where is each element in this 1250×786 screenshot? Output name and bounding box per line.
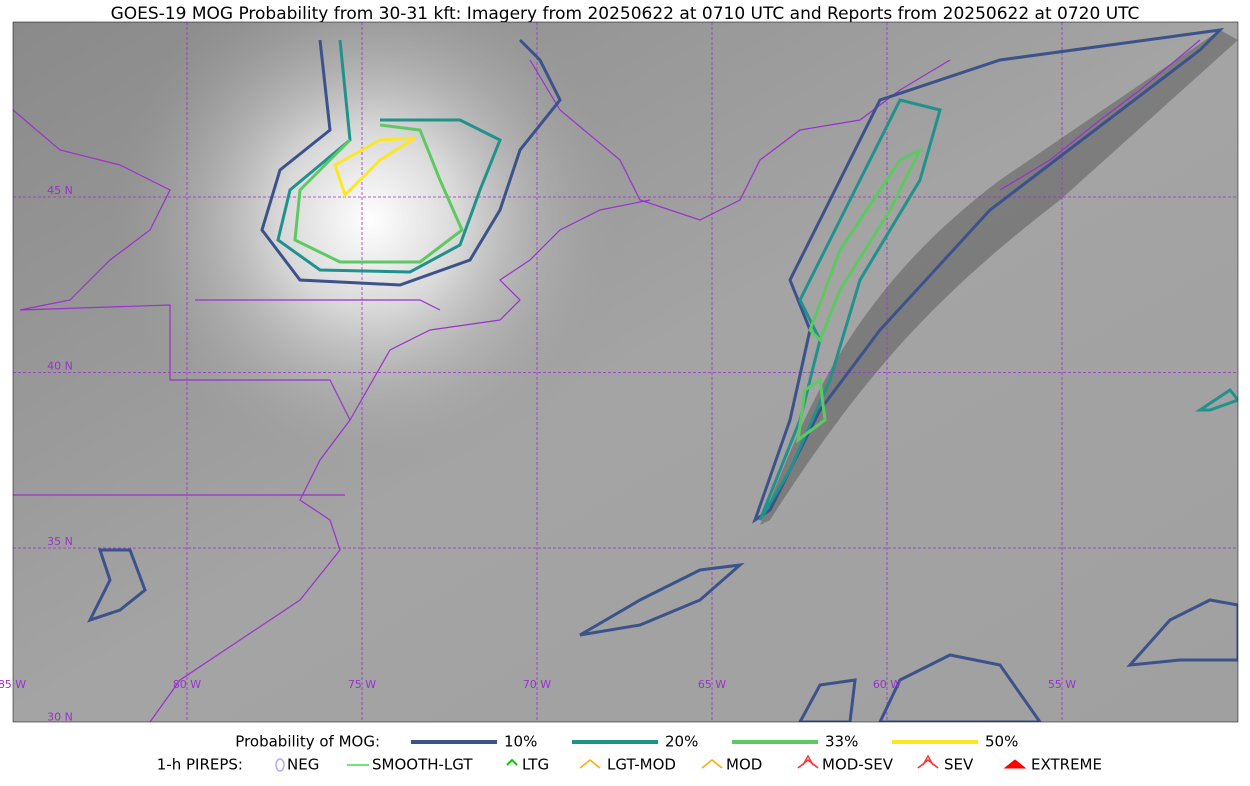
legend-icon <box>1003 759 1027 769</box>
legend-icon <box>701 759 723 769</box>
map-frame <box>12 21 1239 723</box>
legend-icon <box>579 759 601 769</box>
legend-label: 33% <box>825 733 858 751</box>
legend-label: EXTREME <box>1031 756 1102 774</box>
legend-label: LTG <box>522 756 549 774</box>
lon-label: 70 W <box>523 678 551 691</box>
bright-cloud <box>13 22 1238 722</box>
dry-band <box>760 30 1238 525</box>
legend-label: LGT-MOD <box>607 756 676 774</box>
legend-label: NEG <box>287 756 319 774</box>
lon-label: 65 W <box>698 678 726 691</box>
legend-label: SMOOTH-LGT <box>372 756 473 774</box>
legend-label: SEV <box>944 756 974 774</box>
legend-label: 20% <box>665 733 698 751</box>
legend-label: 10% <box>504 733 537 751</box>
lat-label: 40 N <box>47 360 73 373</box>
legend-icon <box>797 754 819 769</box>
lon-label: 80 W <box>173 678 201 691</box>
legend-label: MOD <box>726 756 762 774</box>
legend-title: 1-h PIREPS: <box>157 756 243 774</box>
legend-icon <box>917 754 939 769</box>
graticule <box>13 22 1238 722</box>
title: GOES-19 MOG Probability from 30-31 kft: … <box>111 4 1140 24</box>
lat-label: 30 N <box>47 711 73 724</box>
legend-label: MOD-SEV <box>822 756 894 774</box>
legend-title: Probability of MOG: <box>235 733 380 751</box>
lon-label: 55 W <box>1048 678 1076 691</box>
lon-label: 60 W <box>873 678 901 691</box>
lon-label: 75 W <box>348 678 376 691</box>
map <box>13 22 1238 722</box>
contours <box>87 27 1238 722</box>
lat-label: 35 N <box>47 535 73 548</box>
legend-icon <box>506 758 518 766</box>
lat-label: 45 N <box>47 184 73 197</box>
coastlines <box>13 39 1201 722</box>
legend-label: 50% <box>985 733 1018 751</box>
lon-label: 85 W <box>0 678 26 691</box>
legend-icon <box>275 758 285 772</box>
